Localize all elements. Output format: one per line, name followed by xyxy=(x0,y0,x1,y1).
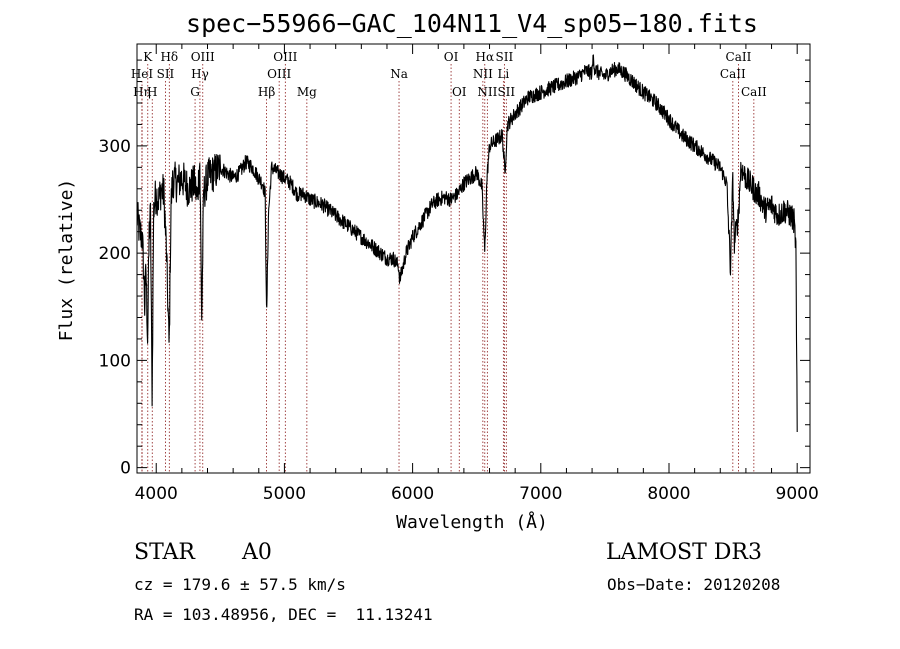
line-label-21: SII xyxy=(497,85,515,99)
y-tick-label-3: 300 xyxy=(99,137,131,157)
x-axis-label: Wavelength (Å) xyxy=(396,511,548,533)
line-label-12: Mg xyxy=(297,85,317,99)
survey-name: LAMOST DR3 xyxy=(606,540,762,565)
x-tick-label-0: 4000 xyxy=(135,484,178,504)
x-tick-label-2: 6000 xyxy=(391,484,434,504)
spectrum-series-line xyxy=(136,54,798,433)
redshift-readout: cz = 179.6 ± 57.5 km/s xyxy=(134,575,346,594)
y-axis-label: Flux (relative) xyxy=(56,179,77,342)
line-label-19: Li xyxy=(497,67,509,81)
line-label-7: Hγ xyxy=(191,67,209,81)
x-tick-label-4: 8000 xyxy=(647,484,690,504)
chart-title: spec−55966−GAC_104N11_V4_sp05−180.fits xyxy=(186,9,758,38)
line-label-10: OIII xyxy=(267,67,291,81)
spectral-line-markers: HηHeIKHSIIHδGHγOIIIHβOIIIOIIIMgNaOIOINII… xyxy=(131,50,767,473)
observation-date: Obs−Date: 20120208 xyxy=(607,575,781,594)
line-label-5: Hδ xyxy=(160,50,178,64)
x-axis: 4000 5000 6000 7000 8000 9000 xyxy=(135,44,819,504)
line-label-1: HeI xyxy=(131,67,154,81)
line-label-2: K xyxy=(143,50,153,64)
line-label-13: Na xyxy=(390,67,408,81)
line-label-20: SII xyxy=(496,50,514,64)
plot-frame xyxy=(136,43,811,474)
line-label-11: OIII xyxy=(273,50,297,64)
line-label-6: G xyxy=(190,85,200,99)
line-label-18: NII xyxy=(477,85,497,99)
line-label-17: Hα xyxy=(475,50,494,64)
line-label-8: OIII xyxy=(191,50,215,64)
line-label-15: OI xyxy=(452,85,467,99)
object-class: STAR xyxy=(134,540,195,565)
y-tick-label-2: 200 xyxy=(99,244,131,264)
x-tick-label-1: 5000 xyxy=(263,484,306,504)
x-tick-label-3: 7000 xyxy=(519,484,562,504)
line-label-14: OI xyxy=(444,50,459,64)
spectral-subclass: A0 xyxy=(242,540,272,565)
y-axis: 0 100 200 300 xyxy=(99,59,810,479)
y-tick-label-1: 100 xyxy=(99,351,131,371)
line-label-16: NII xyxy=(473,67,493,81)
y-tick-label-0: 0 xyxy=(120,459,131,479)
x-tick-label-5: 9000 xyxy=(776,484,819,504)
line-label-4: SII xyxy=(157,67,175,81)
line-label-24: CaII xyxy=(741,85,767,99)
line-label-3: H xyxy=(147,85,157,99)
line-label-9: Hβ xyxy=(258,85,275,99)
coordinates-readout: RA = 103.48956, DEC = 11.13241 xyxy=(134,605,433,624)
line-label-23: CaII xyxy=(726,50,752,64)
line-label-22: CaII xyxy=(720,67,746,81)
